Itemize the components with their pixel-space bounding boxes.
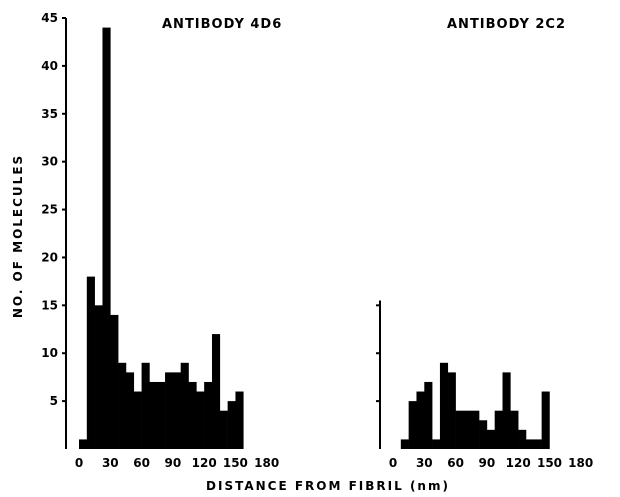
- histogram-bar: [533, 439, 542, 449]
- y-tick-label: 20: [41, 250, 58, 264]
- histogram-bar: [494, 410, 503, 449]
- y-tick-label: 35: [41, 107, 58, 121]
- histogram-bar: [180, 362, 189, 449]
- histogram-bar: [463, 410, 472, 449]
- x-tick-label: 60: [133, 456, 150, 470]
- histogram-bar: [165, 372, 174, 449]
- histogram-bar: [471, 410, 480, 449]
- histogram-bar: [432, 439, 441, 449]
- histogram-bar: [455, 410, 464, 449]
- x-tick-label: 60: [447, 456, 464, 470]
- y-tick-label: 45: [41, 11, 58, 25]
- x-tick-label: 150: [537, 456, 562, 470]
- x-tick-label: 90: [165, 456, 182, 470]
- histogram-bar: [439, 362, 449, 449]
- x-tick-label: 0: [75, 456, 83, 470]
- histogram-bar: [86, 276, 95, 449]
- histogram-bar: [416, 391, 425, 449]
- histogram-bar: [172, 372, 181, 449]
- y-tick-label: 10: [41, 346, 58, 360]
- bars: [79, 27, 244, 450]
- x-tick-label: 180: [254, 456, 279, 470]
- x-tick-label: 0: [389, 456, 397, 470]
- histogram-bar: [510, 410, 519, 449]
- histogram-bar: [219, 410, 228, 449]
- panel-title: ANTIBODY 4D6: [162, 17, 282, 32]
- histogram-bar: [94, 305, 103, 449]
- histogram-bar: [525, 439, 535, 449]
- x-tick-label: 180: [568, 456, 593, 470]
- y-tick-label: 5: [50, 394, 58, 408]
- axes: 5 10 15 20 25 30 35 40 45 0 30 60 90 120 150 180: [41, 11, 279, 470]
- histogram-bar: [518, 429, 527, 449]
- histogram-bar: [204, 381, 213, 449]
- histogram-bar: [424, 381, 433, 449]
- x-tick-label: 120: [506, 456, 531, 470]
- y-tick-label: 15: [41, 298, 58, 312]
- x-axis-label: DISTANCE FROM FIBRIL (nm): [206, 479, 450, 493]
- x-tick-label: 120: [192, 456, 217, 470]
- y-tick-label: 30: [41, 155, 58, 169]
- axes: 0 30 60 90 120 150 180: [376, 300, 593, 470]
- histogram-bar: [79, 439, 88, 449]
- histogram-bar: [502, 372, 511, 449]
- y-tick-label: 40: [41, 59, 58, 73]
- histogram-bar: [486, 429, 495, 449]
- histogram-bar: [408, 401, 417, 449]
- histogram-bar: [110, 314, 119, 449]
- histogram-bar: [479, 420, 488, 449]
- histogram-bar: [133, 391, 142, 449]
- histogram-bar: [141, 362, 150, 449]
- histogram-bar: [227, 401, 236, 449]
- histogram-bar: [157, 381, 166, 449]
- histogram-bar: [188, 381, 197, 449]
- x-tick-label: 150: [223, 456, 248, 470]
- x-tick-label: 30: [416, 456, 433, 470]
- histogram-bar: [211, 334, 221, 449]
- panel-antibody-2c2: ANTIBODY 2C2 0 30 60 90 120 150 180: [376, 17, 593, 470]
- y-tick-label: 25: [41, 203, 58, 217]
- x-tick-label: 30: [102, 456, 119, 470]
- histogram-bar: [149, 381, 158, 449]
- histogram-bar: [196, 391, 205, 449]
- histogram-bar: [102, 27, 111, 450]
- y-axis-label: NO. OF MOLECULES: [11, 154, 25, 318]
- x-tick-label: 90: [479, 456, 496, 470]
- histogram-bar: [447, 372, 456, 449]
- bars: [400, 362, 550, 449]
- histogram-bar: [118, 362, 127, 449]
- histogram-bar: [235, 391, 244, 449]
- panel-title: ANTIBODY 2C2: [447, 17, 566, 32]
- histogram-bar: [125, 372, 135, 449]
- panel-antibody-4d6: ANTIBODY 4D6 5 10 15 20 25 30 35 40 45 0 30 60 90 120…: [41, 11, 282, 470]
- histogram-bar: [541, 391, 550, 449]
- histogram-bar: [400, 439, 409, 449]
